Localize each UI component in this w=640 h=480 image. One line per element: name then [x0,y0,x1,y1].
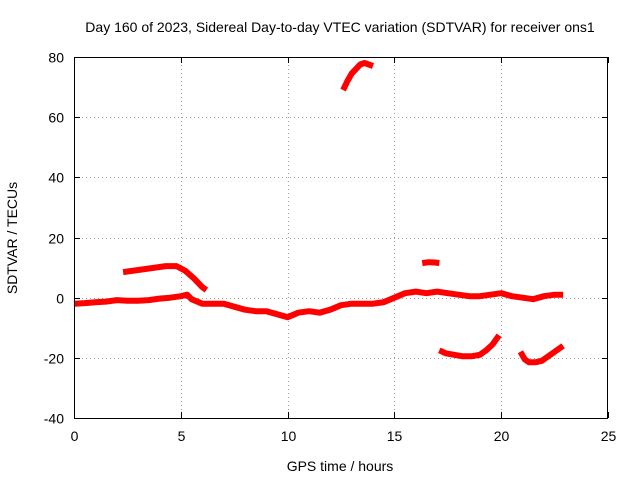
y-tick-label: 60 [48,110,64,126]
y-tick-label: -40 [44,411,64,427]
y-tick-label: 80 [48,50,64,66]
x-tick-label: 10 [281,428,297,444]
data-series [73,60,565,366]
x-tick-label: 0 [71,428,79,444]
series-segment-6 [517,343,565,366]
series-segment-3 [340,60,375,92]
x-tick-label: 15 [387,428,403,444]
axis-ticks: 0 5 10 15 20 25 -40 -20 0 20 40 60 80 [44,50,617,445]
series-segment-4 [421,259,440,267]
series-segment-5 [438,333,502,360]
y-tick-label: 20 [48,231,64,247]
y-tick-label: 40 [48,170,64,186]
y-tick-label: -20 [44,351,64,367]
y-axis-label: SDTVAR / TECUs [4,182,20,294]
plot-frame [74,57,608,419]
chart-title: Day 160 of 2023, Sidereal Day-to-day VTE… [85,19,595,35]
series-segment-2 [122,263,209,293]
y-tick-label: 0 [56,291,64,307]
x-tick-label: 5 [178,428,186,444]
x-tick-label: 20 [494,428,510,444]
x-tick-label: 25 [601,428,617,444]
series-segment-1 [73,288,564,321]
x-axis-label: GPS time / hours [287,458,394,474]
